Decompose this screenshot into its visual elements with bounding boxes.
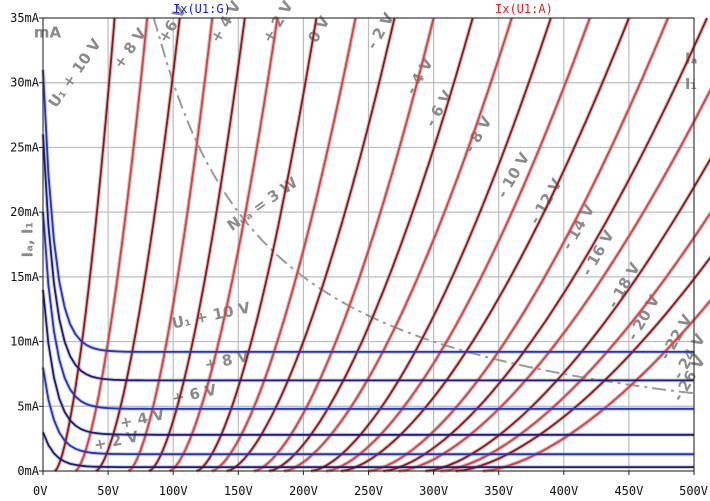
scan-anode-curve: [283, 17, 514, 473]
legend: Ix(U1:G) Ix(U1:A): [173, 2, 553, 16]
x-tick-label: 350V: [484, 484, 513, 498]
grid-current-curve: [42, 289, 694, 436]
x-tick-label: 400V: [549, 484, 578, 498]
y-tick-label: 35mA: [10, 11, 40, 25]
anode-current-curve: [253, 17, 435, 472]
scan-label: mA: [34, 23, 62, 41]
scan-label: + 2 V: [92, 427, 140, 454]
x-tick-label: 200V: [289, 484, 318, 498]
anode-current-series: [54, 17, 710, 472]
x-tick-label: 300V: [419, 484, 448, 498]
anode-current-curve: [283, 17, 513, 472]
anode-current-curve: [268, 17, 474, 472]
scan-label: - 12 V: [526, 175, 566, 227]
y-tick-label: 25mA: [10, 140, 40, 154]
anode-current-curve: [398, 88, 710, 472]
y-tick-label: 5mA: [17, 399, 39, 413]
x-tick-label: 450V: [614, 484, 643, 498]
grid-current-series: [42, 69, 694, 468]
anode-current-curve: [54, 17, 116, 472]
y-tick-label: 10mA: [10, 335, 40, 349]
y-tick-label: 20mA: [10, 205, 40, 219]
scan-label: U₁ + 10 V: [170, 298, 252, 332]
scan-label: I₁: [685, 75, 697, 93]
y-axis-ticks: 0mA 5mA 10mA 15mA 20mA 25mA 30mA 35mA: [10, 11, 43, 478]
anode-current-curve: [127, 17, 214, 472]
x-tick-label: 0V: [33, 484, 47, 498]
legend-grid-current: Ix(U1:G): [173, 2, 231, 16]
scan-label: U₁ + 10 V: [45, 35, 106, 111]
y-tick-label: 30mA: [10, 76, 40, 90]
anode-current-curve: [169, 17, 279, 472]
scan-anode-curve: [398, 86, 710, 473]
scan-label: + 2 V: [259, 0, 297, 46]
anode-current-curve: [368, 17, 669, 472]
x-tick-label: 250V: [354, 484, 383, 498]
anode-current-curve: [226, 17, 396, 472]
anode-current-curve: [425, 157, 710, 472]
x-tick-label: 150V: [224, 484, 253, 498]
anode-current-curve: [482, 299, 710, 472]
anode-current-curve: [455, 256, 710, 472]
x-tick-label: 500V: [679, 484, 708, 498]
x-tick-label: 50V: [97, 484, 119, 498]
scan-anode-curve: [455, 254, 710, 473]
legend-anode-current: Ix(U1:A): [495, 2, 553, 16]
anode-current-curve: [383, 17, 708, 472]
anode-current-curve: [440, 211, 710, 472]
y-tick-label: 0mA: [17, 464, 39, 478]
y-tick-label: 15mA: [10, 270, 40, 284]
scan-anode-curve: [148, 17, 247, 473]
anode-current-curve: [196, 17, 318, 472]
anode-current-curve: [148, 17, 246, 472]
x-tick-label: 100V: [159, 484, 188, 498]
anode-current-curve: [74, 17, 149, 472]
grid-current-curve: [42, 367, 694, 456]
anode-current-curve: [211, 17, 357, 472]
grid-current-curve: [42, 69, 694, 353]
anode-current-curve: [325, 17, 591, 472]
anode-current-curve: [95, 17, 181, 472]
grid-current-curve: [42, 212, 694, 410]
scan-label: Nᵤₐ = 3 W: [224, 173, 301, 235]
grid-current-curve: [42, 431, 694, 468]
grid-current-curve: [42, 134, 694, 382]
anode-current-curve: [310, 17, 552, 472]
x-axis-ticks: 0V 50V 100V 150V 200V 250V 300V 350V 400V 450V 500…: [33, 471, 708, 498]
scan-label: Iₐ, I₁: [19, 222, 37, 258]
anode-current-curve: [340, 17, 630, 472]
